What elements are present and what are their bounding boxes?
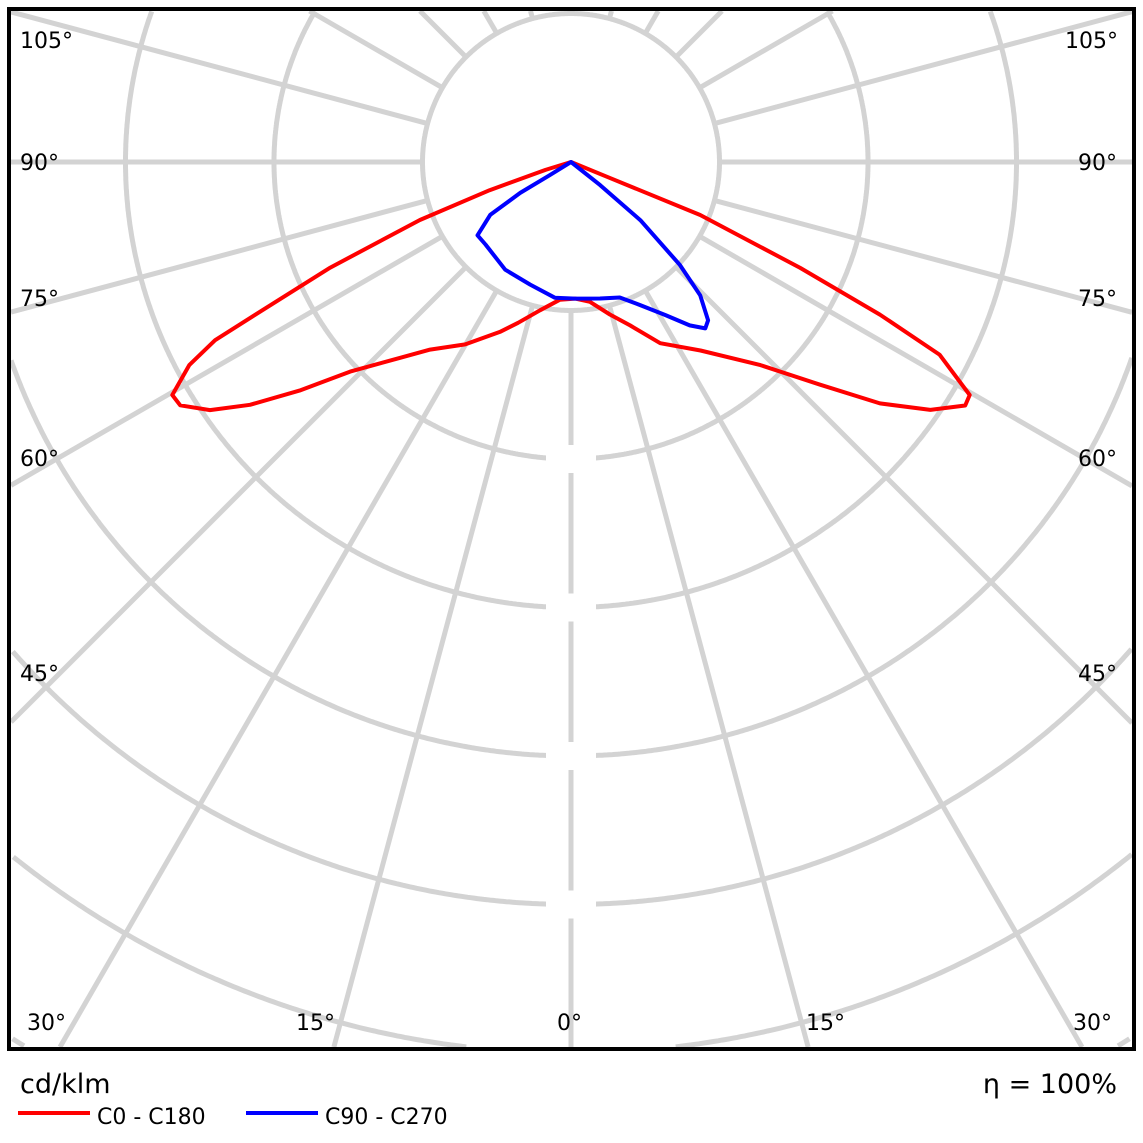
angle-label-bottom-right-30: 30° bbox=[1073, 1011, 1112, 1036]
curve-c90-c270 bbox=[475, 160, 711, 331]
grid-radial-line bbox=[481, 9, 499, 35]
grid-radial-line bbox=[10, 9, 429, 127]
ring-label-blank bbox=[546, 593, 596, 622]
grid-radial-line bbox=[674, 9, 724, 59]
grid-radial-line bbox=[674, 265, 1134, 725]
grid-ring bbox=[11, 852, 1134, 1050]
angle-label-left-45: 45° bbox=[20, 662, 59, 687]
grid-ring bbox=[11, 1036, 1131, 1049]
angle-label-left-105: 105° bbox=[20, 29, 73, 54]
angle-label-right-75: 75° bbox=[1078, 287, 1117, 312]
grid-radial-line bbox=[713, 197, 1133, 315]
grid-ring bbox=[8, 356, 1135, 759]
grid-radial-line bbox=[698, 234, 1134, 489]
curve-c0-c180 bbox=[170, 160, 972, 413]
ring-label-blank bbox=[546, 445, 596, 473]
grid-radial-line bbox=[698, 8, 834, 90]
grid-ring bbox=[10, 647, 1134, 907]
angle-label-right-60: 60° bbox=[1078, 447, 1117, 472]
grid-radial-line bbox=[606, 10, 614, 20]
angle-label-left-90: 90° bbox=[20, 151, 59, 176]
angle-label-left-60: 60° bbox=[20, 447, 59, 472]
angle-label-right-90: 90° bbox=[1078, 151, 1117, 176]
legend-label-c0-c180: C0 - C180 bbox=[97, 1105, 206, 1130]
grid-radial-line bbox=[308, 8, 444, 90]
angle-label-left-75: 75° bbox=[20, 287, 59, 312]
grid-ring bbox=[123, 10, 1019, 610]
grid-radial-line bbox=[9, 234, 444, 488]
grid-radial-line bbox=[418, 9, 468, 59]
efficiency-label: η = 100% bbox=[983, 1069, 1117, 1100]
polar-grid bbox=[8, 8, 1135, 1050]
angle-label-bottom-left-15: 15° bbox=[296, 1011, 335, 1036]
legend-label-c90-c270: C90 - C270 bbox=[325, 1105, 448, 1130]
ring-label-blank bbox=[546, 890, 596, 919]
angle-label-bottom-right-15: 15° bbox=[806, 1011, 845, 1036]
angle-label-right-105: 105° bbox=[1065, 29, 1118, 54]
angle-label-bottom-left-30: 30° bbox=[27, 1011, 66, 1036]
grid-radial-line bbox=[331, 304, 536, 1048]
grid-radial-line bbox=[606, 304, 811, 1048]
grid-radial-line bbox=[10, 197, 429, 315]
grid-radial-line bbox=[57, 289, 499, 1049]
unit-label: cd/klm bbox=[20, 1069, 111, 1100]
angle-label-right-45: 45° bbox=[1078, 662, 1117, 687]
grid-radial-line bbox=[643, 9, 661, 35]
grid-radial-line bbox=[713, 9, 1133, 127]
grid-radial-line bbox=[9, 265, 468, 724]
plot-frame bbox=[7, 7, 1136, 1051]
curves bbox=[170, 160, 972, 413]
ring-label-blank bbox=[546, 742, 596, 770]
angle-label-bottom-0: 0° bbox=[557, 1011, 582, 1036]
grid-radial-line bbox=[528, 10, 536, 20]
grid-radial-line bbox=[643, 289, 1085, 1049]
